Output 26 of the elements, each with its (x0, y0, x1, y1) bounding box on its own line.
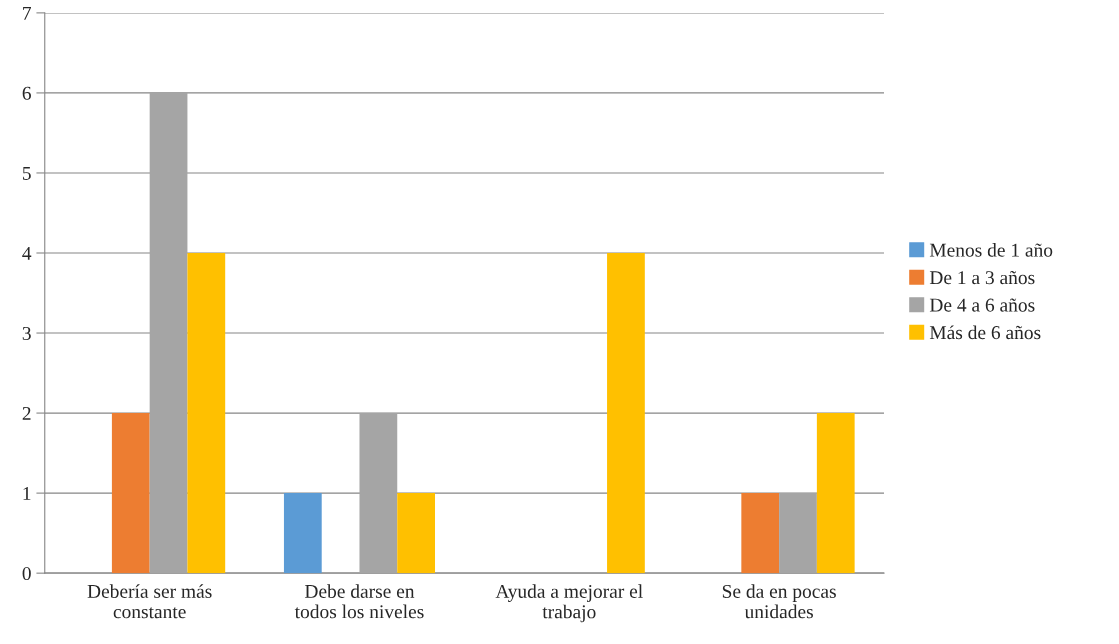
legend-label: De 4 a 6 años (929, 298, 1035, 312)
y-tick-label: 2 (22, 406, 31, 420)
x-tick-label: Se da en pocas unidades (722, 584, 836, 619)
bar (741, 493, 780, 574)
y-tick-label: 7 (23, 6, 32, 20)
bar (779, 493, 817, 574)
bar (111, 413, 150, 574)
legend-label: Menos de 1 año (929, 243, 1053, 257)
legend-label: Más de 6 años (929, 325, 1041, 340)
y-tick-label: 1 (23, 487, 31, 500)
bar (187, 253, 226, 574)
bar (359, 413, 398, 574)
y-tick-label: 3 (22, 326, 31, 340)
x-tick-label: Debería ser más constante (87, 584, 212, 619)
y-tick-label: 4 (22, 246, 32, 260)
x-tick-label: Ayuda a mejorar el trabajo (495, 584, 643, 623)
y-tick-label: 0 (22, 566, 31, 581)
y-tick-label: 6 (22, 86, 31, 100)
bar (816, 413, 855, 574)
bar (607, 253, 645, 574)
legend-label: De 1 a 3 años (929, 270, 1035, 285)
y-tick-label: 5 (22, 166, 31, 180)
bar (283, 493, 322, 574)
bar (149, 92, 188, 574)
x-tick-label: Debe darse en todos los niveles (294, 584, 424, 619)
bar (397, 493, 436, 574)
